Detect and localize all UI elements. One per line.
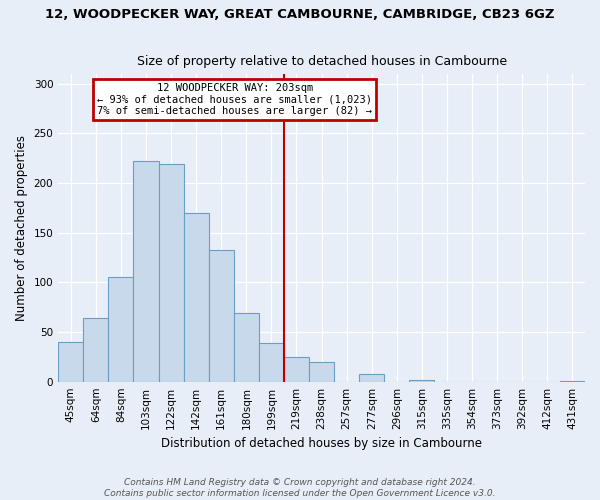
Text: 12 WOODPECKER WAY: 203sqm
← 93% of detached houses are smaller (1,023)
7% of sem: 12 WOODPECKER WAY: 203sqm ← 93% of detac…	[97, 83, 372, 116]
Title: Size of property relative to detached houses in Cambourne: Size of property relative to detached ho…	[137, 56, 506, 68]
Bar	[409, 380, 434, 382]
Bar	[133, 161, 158, 382]
Bar	[209, 250, 234, 382]
Bar	[184, 213, 209, 382]
Bar	[359, 374, 385, 382]
Bar	[234, 313, 259, 382]
X-axis label: Distribution of detached houses by size in Cambourne: Distribution of detached houses by size …	[161, 437, 482, 450]
Text: Contains HM Land Registry data © Crown copyright and database right 2024.
Contai: Contains HM Land Registry data © Crown c…	[104, 478, 496, 498]
Bar	[58, 342, 83, 382]
Text: 12, WOODPECKER WAY, GREAT CAMBOURNE, CAMBRIDGE, CB23 6GZ: 12, WOODPECKER WAY, GREAT CAMBOURNE, CAM…	[45, 8, 555, 20]
Bar	[560, 380, 585, 382]
Bar	[158, 164, 184, 382]
Bar	[109, 278, 133, 382]
Bar	[284, 357, 309, 382]
Y-axis label: Number of detached properties: Number of detached properties	[15, 135, 28, 321]
Bar	[259, 343, 284, 382]
Bar	[309, 362, 334, 382]
Bar	[83, 318, 109, 382]
